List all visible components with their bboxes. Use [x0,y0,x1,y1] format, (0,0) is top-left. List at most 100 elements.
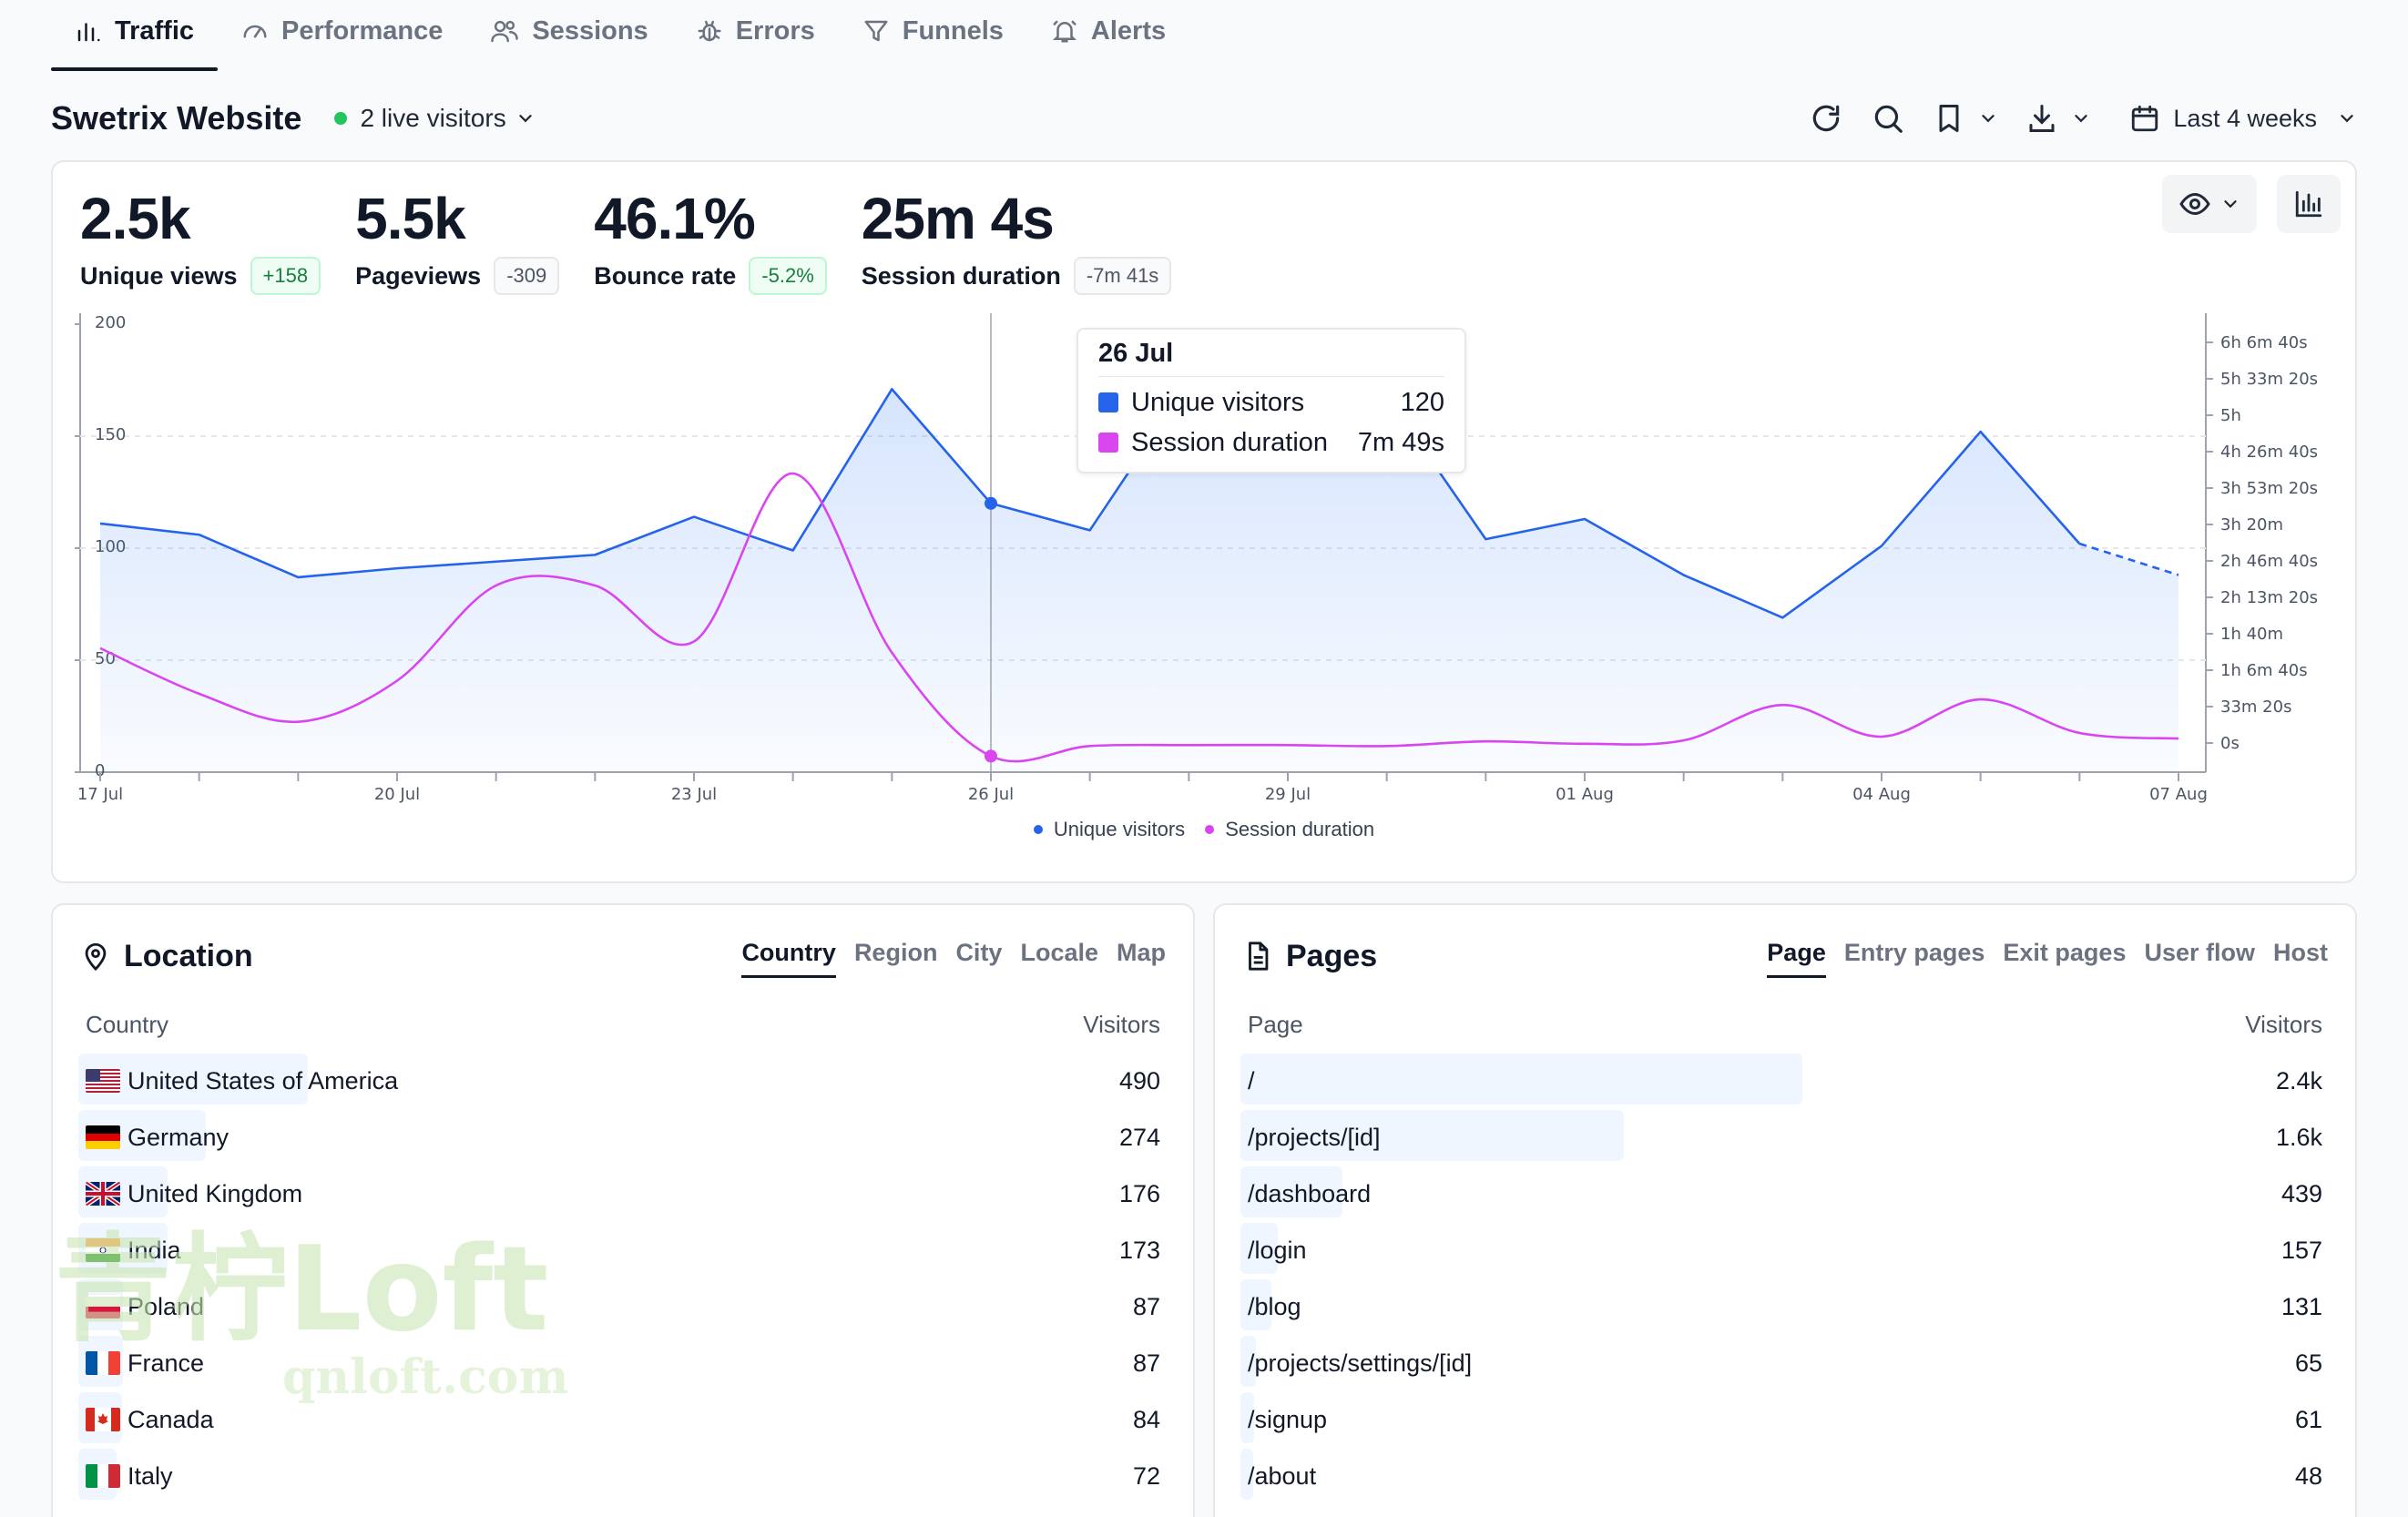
bookmark-dropdown[interactable] [1933,102,1998,135]
tab-user-flow[interactable]: User flow [2144,938,2255,966]
legend-label: Session duration [1225,818,1375,840]
export-dropdown[interactable] [2025,102,2091,135]
row-label: India [128,1236,181,1264]
legend-item-unique-visitors[interactable]: Unique visitors [1033,818,1185,841]
period-label: Last 4 weeks [2173,104,2317,132]
tooltip-value: 120 [1400,387,1444,417]
hover-point-session-duration [985,749,997,763]
table-row[interactable]: /blog 131 [1240,1278,2322,1335]
x-tick-label: 07 Aug [2149,785,2208,804]
tab-page[interactable]: Page [1767,939,1826,978]
table-row[interactable]: /signup 61 [1240,1391,2322,1448]
row-label-wrap: Italy [78,1462,173,1491]
pages-panel: Pages Page Entry pages Exit pages User f… [1213,903,2357,1517]
table-row[interactable]: France 87 [78,1335,1160,1391]
table-row[interactable]: Canada 84 [78,1391,1160,1448]
share-bar [1240,1279,1271,1330]
row-label: Poland [128,1292,205,1320]
bug-icon [698,20,721,42]
tab-city[interactable]: City [955,938,1003,966]
refresh-button[interactable] [1809,101,1843,136]
table-row[interactable]: /login 157 [1240,1222,2322,1278]
refresh-icon [1813,105,1840,132]
y2-tick-label: 1h 6m 40s [2220,661,2308,680]
bell-icon [1052,20,1076,43]
table-row[interactable]: /projects/settings/[id] 65 [1240,1335,2322,1391]
live-visitors-dropdown[interactable]: 2 live visitors [334,104,535,133]
tab-region[interactable]: Region [853,938,938,966]
series-area-unique-visitors [100,369,2178,772]
tab-label: Errors [735,15,815,46]
legend-item-session-duration[interactable]: Session duration [1205,818,1374,841]
bookmark-icon [1939,105,1959,132]
period-selector[interactable]: Last 4 weeks [2129,103,2357,134]
download-icon [2029,105,2055,132]
map-pin-icon [85,942,107,972]
table-row[interactable]: Italy 72 [78,1448,1160,1504]
funnel-icon [864,20,888,42]
flag-ca-icon [86,1408,120,1431]
table-row[interactable]: / 2.4k [1240,1053,2322,1109]
tooltip-value: 7m 49s [1357,427,1444,457]
row-value: 48 [2294,1461,2322,1490]
tab-host[interactable]: Host [2273,938,2328,966]
location-tabs: Country Region City Locale Map [741,938,1166,978]
y2-tick-label: 3h 53m 20s [2220,479,2318,498]
table-row[interactable]: India 173 [78,1222,1160,1278]
stat-label: Pageviews [355,261,482,290]
chart-type-button[interactable] [2277,175,2341,233]
x-tick-label: 23 Jul [671,785,717,804]
share-bar [1240,1449,1253,1500]
traffic-overview-card: 2.5k Unique views +158 5.5k Pageviews -309… [51,160,2357,883]
tab-funnels[interactable]: Funnels [839,0,1027,71]
row-label: Germany [128,1123,230,1151]
tab-errors[interactable]: Errors [672,0,839,71]
search-button[interactable] [1871,101,1905,136]
tab-traffic[interactable]: Traffic [51,0,219,71]
metrics-visibility-dropdown[interactable] [2162,175,2257,233]
table-row[interactable]: /projects/[id] 1.6k [1240,1109,2322,1166]
row-value: 173 [1118,1236,1160,1264]
table-row[interactable]: /dashboard 439 [1240,1166,2322,1222]
tab-performance[interactable]: Performance [218,0,466,71]
table-row[interactable]: /about 48 [1240,1448,2322,1504]
row-value: 439 [2280,1179,2322,1207]
tooltip-label: Unique visitors [1131,387,1305,417]
calendar-icon [2132,105,2158,132]
table-row[interactable]: United States of America 490 [78,1053,1160,1109]
row-value: 131 [2280,1292,2322,1320]
tooltip-swatch [1098,433,1118,453]
watermark-text: 青柠Loft [55,1222,548,1358]
tab-country[interactable]: Country [741,939,836,978]
y2-tick-label: 1h 40m [2220,625,2283,644]
row-label-wrap: / [1240,1067,1255,1095]
y2-tick-label: 5h [2220,406,2241,425]
row-value: 490 [1118,1066,1160,1094]
y-tick-label: 0 [95,761,105,780]
stat-value: 25m 4s [861,186,1055,251]
tab-exit-pages[interactable]: Exit pages [2003,938,2127,966]
tab-sessions[interactable]: Sessions [466,0,671,71]
tab-locale[interactable]: Locale [1020,938,1098,966]
row-label-wrap: India [78,1237,181,1265]
row-value: 65 [2294,1349,2322,1377]
panel-title: Pages [1242,939,1377,974]
row-value: 274 [1118,1123,1160,1151]
tab-label: Alerts [1090,15,1167,46]
table-row[interactable]: Poland 87 [78,1278,1160,1335]
tab-alerts[interactable]: Alerts [1027,0,1189,71]
tab-map[interactable]: Map [1117,938,1166,966]
tab-entry-pages[interactable]: Entry pages [1843,938,1985,966]
panel-header: Location Country Region City Locale Map [80,932,1166,980]
chart-tools [2162,175,2341,233]
table-row[interactable]: Germany 274 [78,1109,1160,1166]
flag-in-icon [86,1238,120,1262]
row-label-wrap: United Kingdom [78,1180,302,1208]
column-header: Visitors [1083,1011,1160,1038]
tab-label: Funnels [902,15,1004,46]
row-value: 87 [1132,1349,1160,1377]
row-value: 61 [2294,1405,2322,1433]
table-row[interactable]: United Kingdom 176 [78,1166,1160,1222]
pages-table: / 2.4k/projects/[id] 1.6k/dashboard 439/log… [1240,1053,2322,1504]
